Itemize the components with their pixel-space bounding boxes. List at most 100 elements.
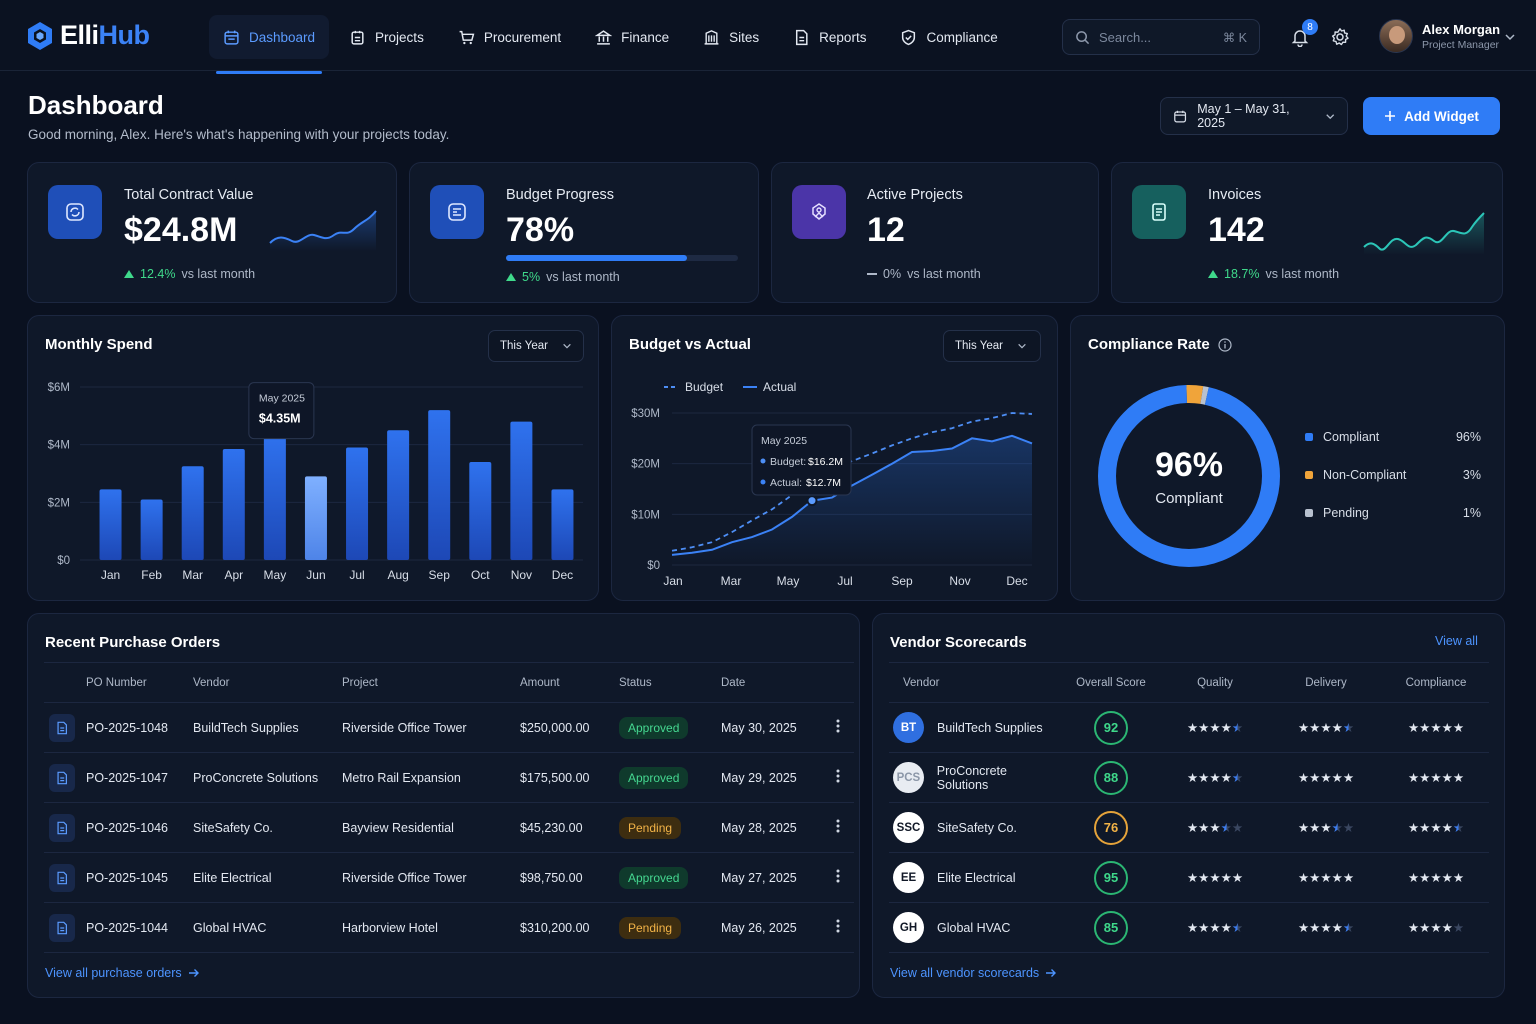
card-title: Budget vs Actual	[629, 336, 751, 353]
search-box[interactable]: ⌘ K	[1062, 19, 1260, 55]
table-row[interactable]: PO-2025-1044 Global HVAC Harborview Hotel $…	[44, 903, 854, 953]
logo[interactable]: ElliHub	[26, 20, 150, 51]
dash-icon	[867, 273, 877, 275]
bar-oct[interactable]	[469, 461, 492, 560]
bar-sep[interactable]	[428, 410, 451, 560]
nav-item-procurement[interactable]: Procurement	[444, 15, 575, 59]
vendor-avatar: GH	[893, 912, 924, 943]
table-row[interactable]: PO-2025-1045 Elite Electrical Riverside Of…	[44, 853, 854, 903]
add-widget-button[interactable]: Add Widget	[1363, 97, 1500, 135]
delivery-rating-stars: ★★★★★	[1297, 921, 1355, 935]
x-tick-label: Jan	[663, 574, 682, 588]
document-icon	[49, 713, 75, 742]
y-tick-label: $20M	[631, 459, 660, 471]
kpi-label: Budget Progress	[506, 187, 615, 203]
view-all-purchase-orders-link[interactable]: View all purchase orders	[45, 966, 200, 980]
kpi-value: 142	[1208, 211, 1265, 249]
table-row[interactable]: PO-2025-1048 BuildTech Supplies Riverside …	[44, 703, 854, 753]
cell-vendor: BuildTech Supplies	[193, 720, 299, 735]
monthly-spend-filter[interactable]: This Year	[488, 330, 584, 362]
more-options-icon[interactable]	[821, 903, 854, 953]
bar-apr[interactable]	[222, 448, 245, 560]
avatar	[1379, 19, 1413, 53]
budget-vs-actual-filter[interactable]: This Year	[943, 330, 1041, 362]
more-options-icon[interactable]	[821, 703, 854, 753]
bar-jul[interactable]	[346, 447, 369, 560]
cell-vendor: ProConcrete Solutions	[193, 770, 319, 785]
budget-progress-fill	[506, 255, 687, 261]
cell-amount: $310,200.00	[520, 920, 590, 935]
nav-item-label: Compliance	[926, 29, 998, 45]
compliance-rating-stars: ★★★★★	[1407, 771, 1465, 785]
bar-feb[interactable]	[140, 499, 163, 560]
invoice-icon	[1132, 185, 1186, 239]
nav-item-reports[interactable]: Reports	[779, 15, 880, 59]
sparkline	[1363, 212, 1485, 255]
kpi-card-invoices: Invoices 142 18.7% vs last month	[1111, 162, 1503, 303]
tooltip-label: May 2025	[761, 435, 807, 447]
nav-item-finance[interactable]: Finance	[581, 15, 683, 59]
cell-po: PO-2025-1047	[86, 770, 169, 785]
overall-score: 85	[1094, 910, 1128, 945]
more-options-icon[interactable]	[821, 803, 854, 853]
table-header-row: Vendor Overall Score Quality Delivery Co…	[889, 662, 1489, 703]
quality-rating-stars: ★★★★★	[1186, 821, 1244, 835]
table-row[interactable]: BT BuildTech Supplies 92 ★★★★★ ★★★★★ ★★★★★	[889, 703, 1489, 753]
status-badge: Pending	[619, 916, 682, 939]
contract-icon	[48, 185, 102, 239]
view-all-vendors-top-link[interactable]: View all	[1435, 634, 1478, 648]
highlight-point[interactable]	[806, 495, 818, 507]
filter-label: This Year	[500, 340, 548, 352]
bar-mar[interactable]	[181, 466, 204, 560]
quality-rating-stars: ★★★★★	[1186, 721, 1244, 735]
sparkline	[269, 210, 377, 251]
x-tick-label: Dec	[1006, 574, 1027, 588]
table-row[interactable]: GH Global HVAC 85 ★★★★★ ★★★★★ ★★★★★	[889, 903, 1489, 953]
overall-score: 88	[1094, 760, 1128, 795]
info-icon[interactable]	[1218, 337, 1232, 352]
nav-item-dashboard[interactable]: Dashboard	[209, 15, 330, 74]
cell-po: PO-2025-1048	[86, 720, 169, 735]
chevron-down-icon[interactable]	[1504, 31, 1516, 43]
tooltip-budget-value: $16.2M	[808, 456, 843, 468]
status-badge: Approved	[619, 716, 689, 739]
legend-item-compliant: Compliant 96%	[1305, 430, 1481, 444]
gear-icon[interactable]	[1330, 27, 1350, 47]
bar-jan[interactable]	[99, 489, 122, 560]
search-input[interactable]	[1099, 29, 1209, 45]
building-icon	[704, 29, 719, 45]
calendar-icon	[1174, 110, 1187, 122]
bar-aug[interactable]	[387, 430, 410, 560]
legend-pct: 1%	[1462, 506, 1481, 520]
clipboard-icon	[351, 30, 364, 45]
actual-area	[672, 435, 1032, 565]
table-row[interactable]: PO-2025-1047 ProConcrete Solutions Metro R…	[44, 753, 854, 803]
status-badge: Approved	[619, 866, 689, 889]
x-tick-label: Jan	[101, 568, 120, 582]
nav-item-compliance[interactable]: Compliance	[886, 15, 1011, 59]
donut-slice-compliant[interactable]	[1098, 385, 1280, 567]
kpi-value: $24.8M	[124, 211, 238, 249]
date-range-picker[interactable]: May 1 – May 31, 2025	[1160, 97, 1348, 135]
bar-jun[interactable]	[304, 476, 327, 560]
nav-item-projects[interactable]: Projects	[335, 15, 438, 59]
table-row[interactable]: PCS ProConcrete Solutions 88 ★★★★★ ★★★★★ ★★★★…	[889, 753, 1489, 803]
donut-slice-non-compliant[interactable]	[1098, 385, 1280, 567]
table-row[interactable]: PO-2025-1046 SiteSafety Co. Bayview Reside…	[44, 803, 854, 853]
nav-item-label: Projects	[375, 29, 424, 45]
quality-rating-stars: ★★★★★	[1186, 921, 1244, 935]
add-widget-label: Add Widget	[1404, 108, 1479, 124]
kpi-card-budget-progress: Budget Progress 78% 5% vs last month	[409, 162, 759, 303]
bar-dec[interactable]	[551, 489, 574, 560]
more-options-icon[interactable]	[821, 853, 854, 903]
nav-item-sites[interactable]: Sites	[689, 15, 773, 59]
more-options-icon[interactable]	[821, 753, 854, 803]
table-row[interactable]: EE Elite Electrical 95 ★★★★★ ★★★★★ ★★★★★	[889, 853, 1489, 903]
bar-may[interactable]	[263, 434, 286, 560]
bar-nov[interactable]	[510, 421, 533, 560]
user-menu[interactable]: Alex Morgan Project Manager	[1379, 19, 1500, 53]
delivery-rating-stars: ★★★★★	[1297, 721, 1355, 735]
view-all-vendor-scorecards-link[interactable]: View all vendor scorecards	[890, 966, 1057, 980]
table-row[interactable]: SSC SiteSafety Co. 76 ★★★★★ ★★★★★ ★★★★★	[889, 803, 1489, 853]
page-subtitle: Good morning, Alex. Here's what's happen…	[28, 127, 450, 142]
